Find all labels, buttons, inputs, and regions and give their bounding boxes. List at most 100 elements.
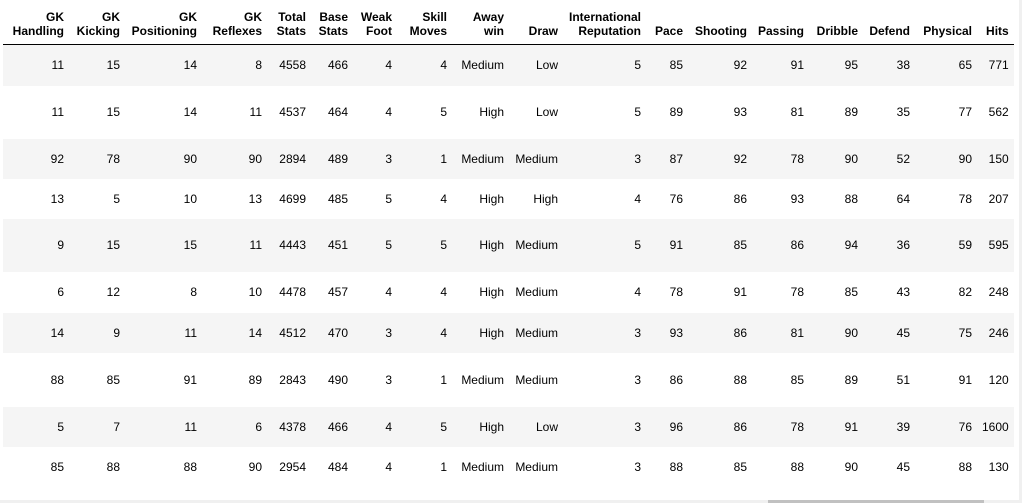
table-row: 88 85 91 89 2843 490 3 1 Medium Medium 3 86 88 85 89 51… xyxy=(3,352,1014,407)
table-cell: High xyxy=(452,178,509,219)
table-cell: 85 xyxy=(646,44,688,86)
table-cell: 35 xyxy=(863,85,915,139)
table-cell: 130 xyxy=(977,446,1014,487)
table-cell: 1 xyxy=(397,138,452,179)
table-cell: 88 xyxy=(3,352,69,407)
table-cell: High xyxy=(509,178,563,219)
table-cell: 4443 xyxy=(267,218,311,272)
column-header-line: Stats xyxy=(318,24,348,38)
table-cell: 485 xyxy=(311,178,353,219)
table-cell: 78 xyxy=(752,138,809,179)
table-cell: Medium xyxy=(509,271,563,313)
table-cell: 3 xyxy=(563,446,646,487)
table-cell: 85 xyxy=(688,446,752,487)
column-header: GK Handling xyxy=(3,6,69,45)
table-cell: 6 xyxy=(3,271,69,313)
scrollbar-thumb[interactable] xyxy=(768,500,984,503)
column-header: GK Reflexes xyxy=(202,6,267,45)
table-cell: 91 xyxy=(646,218,688,272)
table-cell: 8 xyxy=(125,271,202,313)
column-header: Hits xyxy=(977,6,1014,45)
table-cell: Medium xyxy=(452,138,509,179)
column-header: Passing xyxy=(752,6,809,45)
column-header-line: Shooting xyxy=(695,24,747,38)
table-cell: 15 xyxy=(69,85,125,139)
table-cell: 36 xyxy=(863,218,915,272)
table-cell: 5 xyxy=(397,406,452,447)
table-cell: 4699 xyxy=(267,178,311,219)
column-header-line: Hits xyxy=(986,24,1009,38)
table-cell: 484 xyxy=(311,446,353,487)
table-cell: 92 xyxy=(688,138,752,179)
table-cell: 86 xyxy=(752,218,809,272)
table-cell: 562 xyxy=(977,85,1014,139)
table-cell: High xyxy=(452,85,509,139)
column-header: Base Stats xyxy=(311,6,353,45)
table-cell: 3 xyxy=(563,352,646,407)
table-cell: 91 xyxy=(809,406,863,447)
column-header: Total Stats xyxy=(267,6,311,45)
table-cell: 85 xyxy=(69,352,125,407)
table-cell: 150 xyxy=(977,138,1014,179)
column-header: Weak Foot xyxy=(353,6,397,45)
table-cell: 470 xyxy=(311,312,353,353)
table-cell: Medium xyxy=(509,218,563,272)
table-row: 13 5 10 13 4699 485 5 4 High High 4 76 86 93 88 64 78 207 xyxy=(3,178,1014,219)
table-cell: 2894 xyxy=(267,138,311,179)
table-row: 11 15 14 11 4537 464 4 5 High Low 5 89 93 81 89 35 77 562 xyxy=(3,85,1014,139)
table-cell: 3 xyxy=(563,138,646,179)
column-header-line: win xyxy=(484,24,504,38)
header-row: GK Handling GK Kicking GK Positioning GK Reflex… xyxy=(3,6,1014,45)
table-cell: 93 xyxy=(646,312,688,353)
table-cell: 52 xyxy=(863,138,915,179)
column-header: Physical xyxy=(915,6,977,45)
table-cell: 86 xyxy=(688,178,752,219)
table-cell: 4 xyxy=(353,406,397,447)
table-cell: 81 xyxy=(752,85,809,139)
table-cell: 14 xyxy=(3,312,69,353)
column-header-line: Stats xyxy=(276,24,306,38)
table-cell: 3 xyxy=(563,312,646,353)
table-cell: 11 xyxy=(125,406,202,447)
table-cell: 64 xyxy=(863,178,915,219)
table-cell: 7 xyxy=(69,406,125,447)
table-cell: 4 xyxy=(353,85,397,139)
table-cell: 4 xyxy=(397,312,452,353)
table-cell: 14 xyxy=(202,312,267,353)
table-cell: High xyxy=(452,406,509,447)
table-cell: 4 xyxy=(397,44,452,86)
table-cell: 3 xyxy=(353,138,397,179)
table-row: 11 15 14 8 4558 466 4 4 Medium Low 5 85 92 91 95 38 65 77… xyxy=(3,44,1014,86)
column-header-line: Foot xyxy=(366,24,392,38)
table-cell: 88 xyxy=(809,178,863,219)
table-cell: 5 xyxy=(353,218,397,272)
table-cell: 39 xyxy=(863,406,915,447)
table-cell: 81 xyxy=(752,312,809,353)
table-cell: 45 xyxy=(863,312,915,353)
table-cell: 11 xyxy=(3,44,69,86)
table-cell: 464 xyxy=(311,85,353,139)
table-cell: 466 xyxy=(311,44,353,86)
table-cell: 89 xyxy=(809,352,863,407)
column-header: Skill Moves xyxy=(397,6,452,45)
column-header: GK Kicking xyxy=(69,6,125,45)
table-cell: 14 xyxy=(125,85,202,139)
table-cell: 43 xyxy=(863,271,915,313)
table-cell: 595 xyxy=(977,218,1014,272)
table-cell: 86 xyxy=(646,352,688,407)
vertical-scrollbar[interactable] xyxy=(1019,0,1022,503)
column-header-line: Weak xyxy=(360,10,392,24)
horizontal-scrollbar[interactable] xyxy=(0,500,1022,503)
table-cell: 90 xyxy=(809,446,863,487)
column-header-line: GK xyxy=(244,10,262,24)
column-header-line: Physical xyxy=(923,24,972,38)
table-cell: 14 xyxy=(125,44,202,86)
table-cell: 246 xyxy=(977,312,1014,353)
table-cell: 13 xyxy=(202,178,267,219)
table-cell: 4478 xyxy=(267,271,311,313)
table-cell: 59 xyxy=(915,218,977,272)
table-cell: 466 xyxy=(311,406,353,447)
table-cell: 88 xyxy=(688,352,752,407)
column-header: Dribble xyxy=(809,6,863,45)
